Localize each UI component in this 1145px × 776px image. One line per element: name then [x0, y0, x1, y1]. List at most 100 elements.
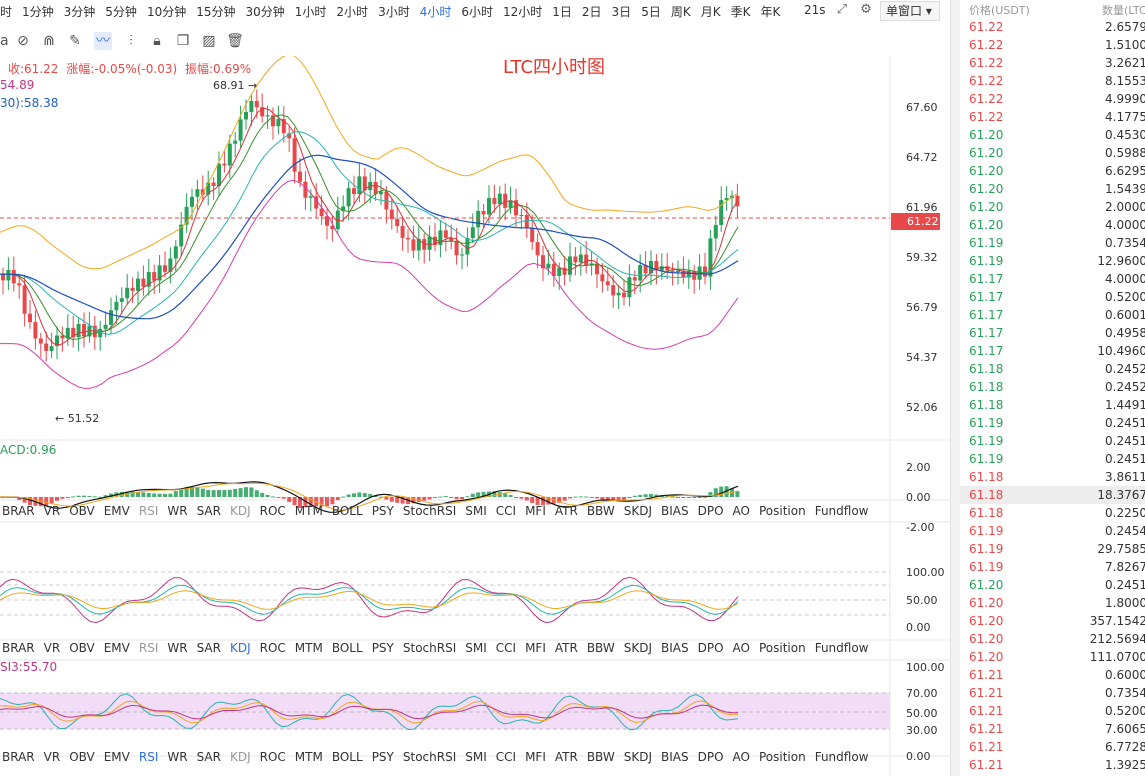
text-tool-icon[interactable]: a: [0, 33, 9, 49]
timeframe-1[interactable]: 1分钟: [22, 4, 54, 19]
indicator-tab-cci[interactable]: CCI: [495, 641, 517, 655]
order-book-row[interactable]: 61.21 0.5200: [960, 702, 1145, 720]
indicator-tab-brar[interactable]: BRAR: [2, 504, 35, 518]
indicator-tab-mfi[interactable]: MFI: [525, 504, 546, 518]
indicator-tab-dpo[interactable]: DPO: [697, 641, 724, 655]
order-book-row[interactable]: 61.20 212.5694: [960, 630, 1145, 648]
indicator-tab-bbw[interactable]: BBW: [586, 750, 615, 764]
indicator-tab-vr[interactable]: VR: [43, 641, 61, 655]
timeframe-2[interactable]: 3分钟: [63, 4, 96, 19]
indicator-tab-mtm[interactable]: MTM: [294, 641, 323, 655]
indicator-tab-obv[interactable]: OBV: [69, 504, 95, 518]
timeframe-6[interactable]: 30分钟: [245, 4, 285, 19]
indicator-tab-cci[interactable]: CCI: [495, 750, 517, 764]
indicator-tab-mtm[interactable]: MTM: [294, 504, 323, 518]
indicator-tab-bbw[interactable]: BBW: [586, 504, 615, 518]
timeframe-17[interactable]: 周K: [670, 4, 691, 19]
expand-icon[interactable]: ⤢: [836, 2, 848, 17]
indicator-tab-rsi[interactable]: RSI: [138, 504, 159, 518]
timeframe-11[interactable]: 6小时: [461, 4, 493, 19]
timeframe-15[interactable]: 3日: [611, 4, 632, 19]
settings-icon[interactable]: ⚙: [860, 2, 872, 17]
indicator-tab-boll[interactable]: BOLL: [331, 750, 363, 764]
timeframe-19[interactable]: 季K: [730, 4, 751, 19]
indicator-tab-position[interactable]: Position: [758, 641, 806, 655]
ruler-icon[interactable]: ✎: [69, 33, 81, 49]
indicator-tab-cci[interactable]: CCI: [495, 504, 517, 518]
order-book-row[interactable]: 61.19 0.2451: [960, 414, 1145, 432]
indicator-tab-emv[interactable]: EMV: [103, 504, 130, 518]
indicator-tab-boll[interactable]: BOLL: [331, 504, 363, 518]
order-book-row[interactable]: 61.19 0.2454: [960, 522, 1145, 540]
indicator-tab-vr[interactable]: VR: [43, 750, 61, 764]
order-book-row[interactable]: 61.20 0.2451: [960, 576, 1145, 594]
order-book-row[interactable]: 61.22 3.2621: [960, 54, 1145, 72]
order-book-row[interactable]: 61.20 2.0000: [960, 198, 1145, 216]
indicator-tab-mtm[interactable]: MTM: [294, 750, 323, 764]
indicator-tab-kdj[interactable]: KDJ: [229, 504, 251, 518]
order-book-row[interactable]: 61.17 0.6001: [960, 306, 1145, 324]
order-book-row[interactable]: 61.18 0.2452: [960, 360, 1145, 378]
order-book-row[interactable]: 61.22 4.9990: [960, 90, 1145, 108]
indicator-tab-psy[interactable]: PSY: [371, 750, 394, 764]
indicator-tab-position[interactable]: Position: [758, 504, 806, 518]
indicator-tab-smi[interactable]: SMI: [465, 750, 487, 764]
indicator-tab-bias[interactable]: BIAS: [660, 641, 689, 655]
indicator-tab-brar[interactable]: BRAR: [2, 641, 35, 655]
order-book-row[interactable]: 61.18 0.2452: [960, 378, 1145, 396]
indicator-tab-ao[interactable]: AO: [732, 641, 750, 655]
order-book-row[interactable]: 61.22 1.5100: [960, 36, 1145, 54]
order-book-row[interactable]: 61.18 3.8611: [960, 468, 1145, 486]
indicator-tab-sar[interactable]: SAR: [196, 750, 221, 764]
indicator-tab-bias[interactable]: BIAS: [660, 504, 689, 518]
indicator-tab-mfi[interactable]: MFI: [525, 750, 546, 764]
order-book-row[interactable]: 61.21 7.6065: [960, 720, 1145, 738]
timeframe-4[interactable]: 10分钟: [146, 4, 187, 19]
indicator-tab-position[interactable]: Position: [758, 750, 806, 764]
order-book-row[interactable]: 61.19 12.9600: [960, 252, 1145, 270]
order-book-row[interactable]: 61.18 18.3767: [960, 486, 1145, 504]
indicator-tab-sar[interactable]: SAR: [196, 504, 221, 518]
indicator-tab-ao[interactable]: AO: [732, 750, 750, 764]
indicator-tab-fundflow[interactable]: Fundflow: [814, 504, 869, 518]
timeframe-3[interactable]: 5分钟: [105, 4, 137, 19]
timeframe-7[interactable]: 1小时: [294, 4, 327, 19]
timeframe-9[interactable]: 3小时: [378, 4, 410, 19]
order-book-row[interactable]: 61.20 4.0000: [960, 216, 1145, 234]
kline-chart[interactable]: [0, 56, 950, 776]
timeframe-14[interactable]: 2日: [581, 4, 602, 19]
order-book-row[interactable]: 61.18 1.4491: [960, 396, 1145, 414]
timeframe-20[interactable]: 年K: [760, 4, 781, 19]
indicator-tab-kdj[interactable]: KDJ: [229, 750, 251, 764]
indicator-tab-skdj[interactable]: SKDJ: [623, 750, 652, 764]
indicator-tab-atr[interactable]: ATR: [554, 504, 578, 518]
line-tool-icon[interactable]: 〰: [94, 32, 112, 50]
order-book-row[interactable]: 61.21 0.7354: [960, 684, 1145, 702]
indicator-tab-smi[interactable]: SMI: [465, 504, 487, 518]
indicator-tab-vr[interactable]: VR: [43, 504, 61, 518]
order-book-row[interactable]: 61.17 4.0000: [960, 270, 1145, 288]
timeframe-16[interactable]: 5日: [641, 4, 661, 19]
timeframe-5[interactable]: 15分钟: [196, 4, 236, 19]
order-book-row[interactable]: 61.22 8.1553: [960, 72, 1145, 90]
order-book-row[interactable]: 61.21 1.3925: [960, 756, 1145, 774]
indicator-tab-fundflow[interactable]: Fundflow: [814, 641, 869, 655]
trash-icon[interactable]: 🗑︎: [226, 33, 244, 49]
indicator-tab-rsi[interactable]: RSI: [138, 641, 159, 655]
panel-divider[interactable]: [950, 0, 960, 776]
indicator-tab-wr[interactable]: WR: [167, 504, 188, 518]
indicator-tab-bbw[interactable]: BBW: [586, 641, 615, 655]
order-book-row[interactable]: 61.20 0.4530: [960, 126, 1145, 144]
indicator-tab-psy[interactable]: PSY: [371, 504, 394, 518]
timeframe-0[interactable]: 时: [0, 4, 13, 19]
order-book-row[interactable]: 61.17 10.4960: [960, 342, 1145, 360]
indicator-tab-smi[interactable]: SMI: [465, 641, 487, 655]
indicator-tab-atr[interactable]: ATR: [554, 641, 578, 655]
indicator-tab-dpo[interactable]: DPO: [697, 750, 724, 764]
indicator-tab-roc[interactable]: ROC: [259, 750, 286, 764]
indicator-tab-obv[interactable]: OBV: [69, 641, 95, 655]
copy-icon[interactable]: ❐: [176, 33, 190, 49]
indicator-tab-boll[interactable]: BOLL: [331, 641, 363, 655]
order-book-row[interactable]: 61.22 2.6579: [960, 18, 1145, 36]
indicator-tab-fundflow[interactable]: Fundflow: [814, 750, 869, 764]
